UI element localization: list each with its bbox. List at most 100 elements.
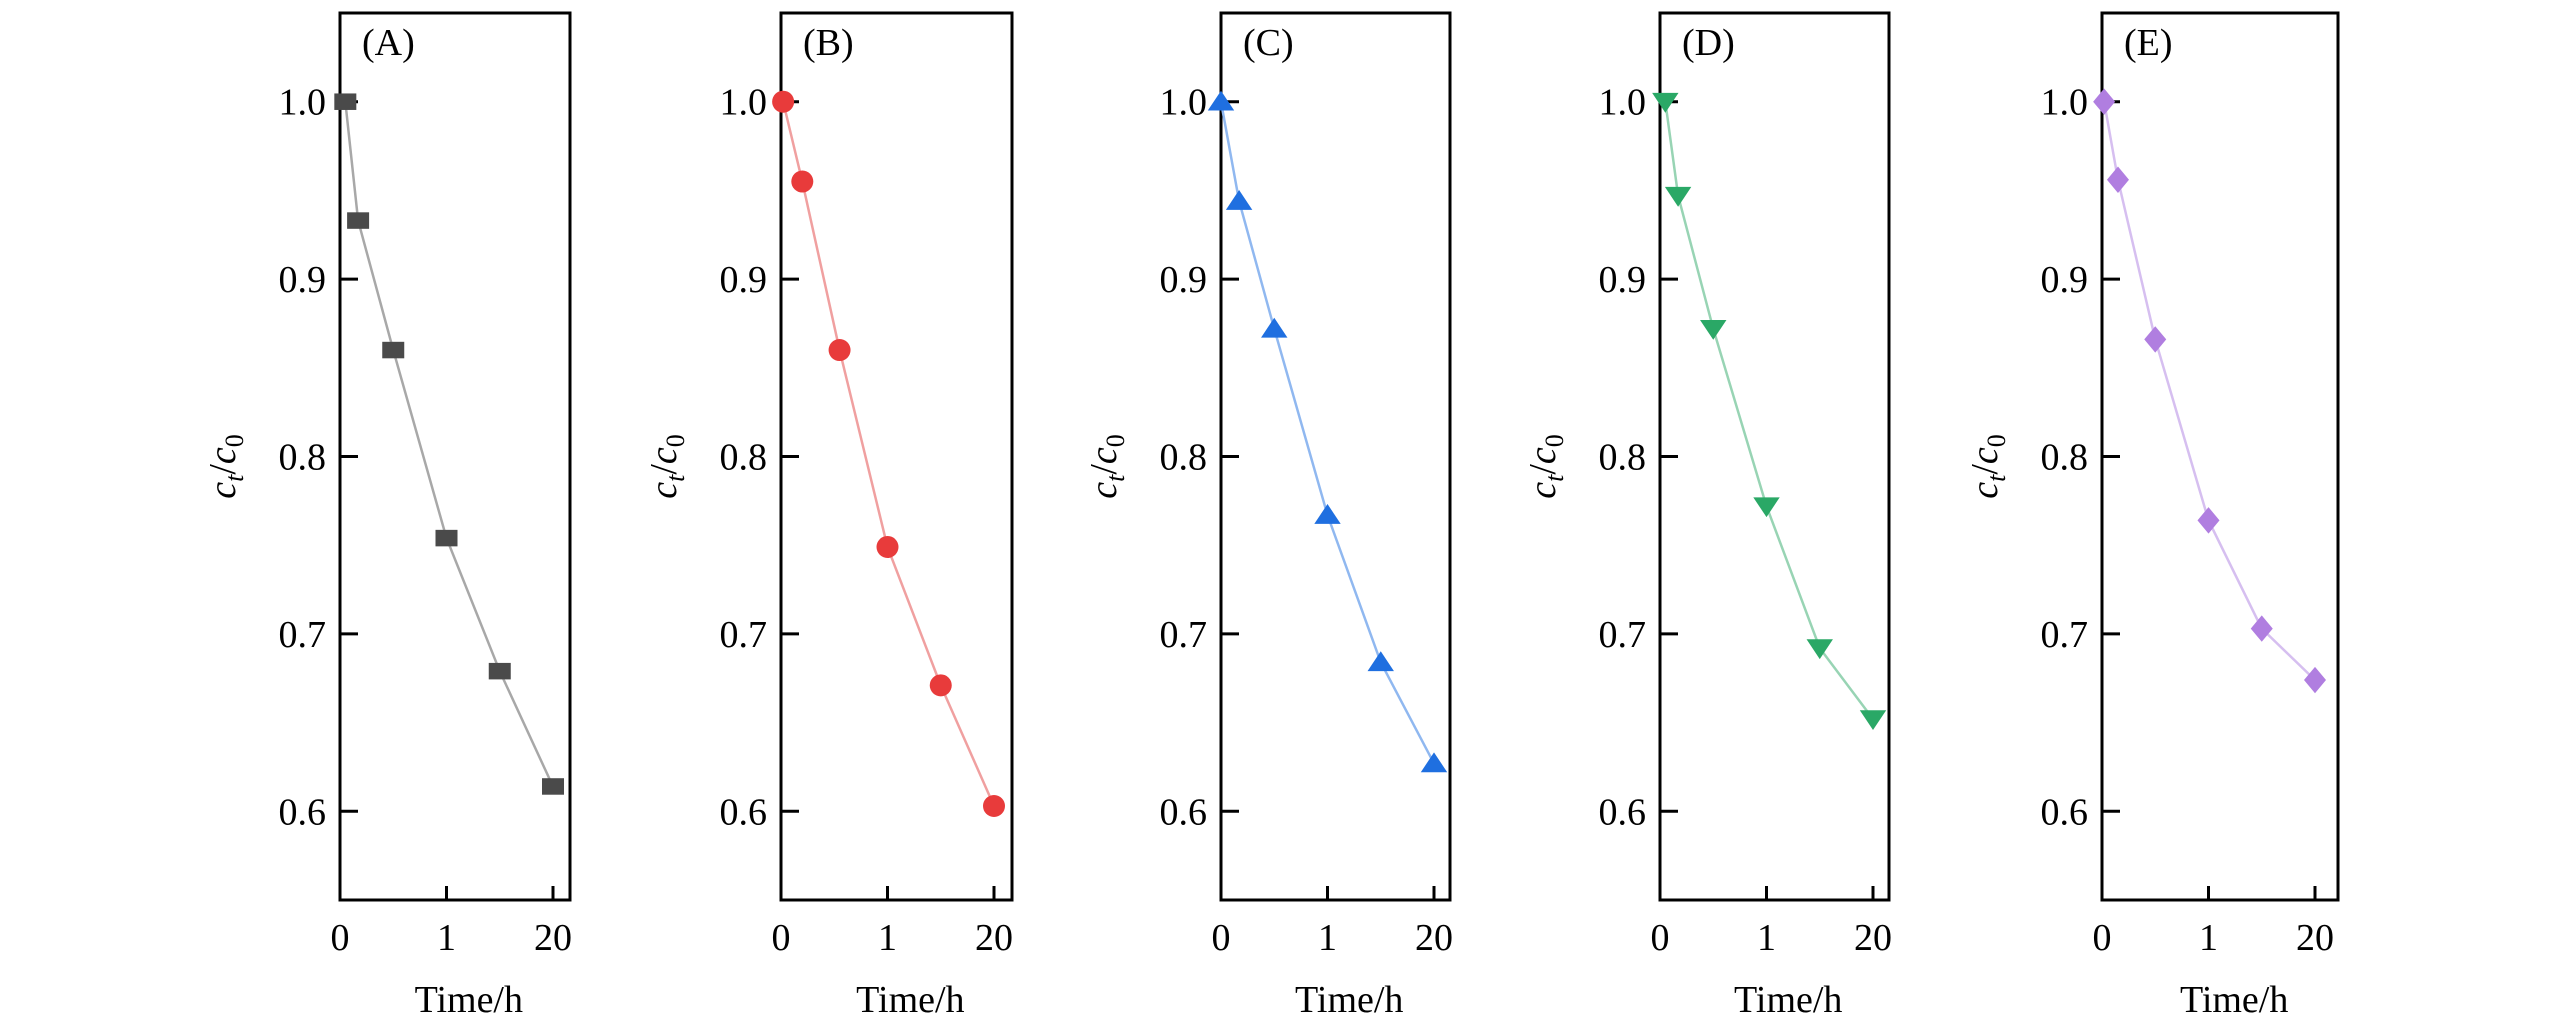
data-point-square xyxy=(542,778,564,795)
y-tick-label: 0.6 xyxy=(720,791,768,833)
y-axis-label-part: c xyxy=(1083,447,1125,464)
y-tick-label: 0.7 xyxy=(1160,614,1208,656)
y-tick-label: 0.8 xyxy=(1160,437,1208,479)
data-point-triangle-down xyxy=(1700,319,1727,340)
series-line xyxy=(781,101,996,807)
plot-frame xyxy=(1219,11,1452,902)
y-axis-label-part: / xyxy=(1522,464,1564,475)
data-point-circle xyxy=(929,674,952,697)
y-axis-label-part: / xyxy=(1964,464,2006,475)
x-axis-label: Time/h xyxy=(1295,979,1403,1021)
data-point-diamond xyxy=(2106,166,2129,193)
data-point-square xyxy=(435,529,458,547)
data-point-square xyxy=(347,212,370,229)
data-point-diamond xyxy=(2093,88,2116,115)
y-tick-label: 0.9 xyxy=(1599,259,1647,301)
x-tick-label: 1 xyxy=(878,917,897,959)
data-point-triangle xyxy=(1225,190,1253,210)
data-point-triangle-down xyxy=(1753,497,1780,518)
y-axis-label-part: c xyxy=(1964,482,2006,499)
series-line xyxy=(344,101,555,787)
y-axis-label-part: t xyxy=(1101,474,1130,482)
y-tick-label: 0.7 xyxy=(2041,614,2089,656)
y-tick-label: 0.6 xyxy=(279,791,327,833)
x-tick-label: 1 xyxy=(1757,917,1776,959)
x-tick-label: 20 xyxy=(1854,917,1892,959)
data-point-triangle-down xyxy=(1859,710,1887,731)
y-axis-label-part: c xyxy=(202,447,244,464)
y-tick-label: 1.0 xyxy=(1160,82,1208,124)
data-point-triangle-down xyxy=(1806,639,1833,660)
series-line xyxy=(1664,101,1874,720)
x-tick-label: 0 xyxy=(331,917,350,959)
y-tick-label: 0.8 xyxy=(279,437,327,479)
y-tick-label: 0.9 xyxy=(279,259,327,301)
data-point-circle xyxy=(828,339,851,362)
y-axis-label-part: c xyxy=(1964,447,2006,464)
data-point-diamond xyxy=(2304,666,2326,694)
y-tick-label: 0.6 xyxy=(2041,791,2089,833)
y-axis-label: ct/c0 xyxy=(1083,434,1130,499)
y-axis-label-part: c xyxy=(202,482,244,499)
y-axis-label-part: 0 xyxy=(1101,434,1130,447)
x-tick-label: 0 xyxy=(772,917,791,959)
y-tick-label: 1.0 xyxy=(720,82,768,124)
y-axis-label-part: / xyxy=(643,464,685,475)
y-axis-label-part: t xyxy=(220,474,249,482)
y-axis-label-part: 0 xyxy=(220,434,249,447)
panel-label: (C) xyxy=(1243,22,1294,64)
x-tick-label: 1 xyxy=(437,917,456,959)
data-point-diamond xyxy=(2197,507,2220,534)
x-axis-label: Time/h xyxy=(856,979,964,1021)
x-tick-label: 1 xyxy=(2199,917,2218,959)
plot-frame xyxy=(338,11,572,902)
x-tick-label: 1 xyxy=(1318,917,1337,959)
panel-label: (D) xyxy=(1682,22,1735,64)
data-point-circle xyxy=(876,535,899,558)
data-point-circle xyxy=(983,794,1005,817)
y-axis-label-part: / xyxy=(202,464,244,475)
y-tick-label: 0.7 xyxy=(279,614,327,656)
y-axis-label-part: 0 xyxy=(1982,434,2011,447)
y-tick-label: 0.6 xyxy=(1599,791,1647,833)
y-tick-label: 0.7 xyxy=(1599,614,1647,656)
data-point-triangle-down xyxy=(1652,92,1679,113)
y-axis-label-part: t xyxy=(1982,474,2011,482)
y-axis-label-part: 0 xyxy=(661,434,690,447)
y-axis-label: ct/c0 xyxy=(1964,434,2011,499)
y-tick-label: 0.7 xyxy=(720,614,768,656)
data-point-square xyxy=(334,93,357,110)
y-tick-label: 0.9 xyxy=(720,259,768,301)
x-tick-label: 20 xyxy=(975,917,1013,959)
y-axis-label-part: c xyxy=(1522,482,1564,499)
y-axis-label-part: c xyxy=(643,482,685,499)
y-axis-label-part: t xyxy=(661,474,690,482)
data-point-circle xyxy=(772,90,795,113)
plot-frame xyxy=(2100,11,2340,902)
y-tick-label: 0.9 xyxy=(1160,259,1208,301)
x-axis-label: Time/h xyxy=(2180,979,2288,1021)
data-point-triangle xyxy=(1207,90,1235,111)
y-tick-label: 1.0 xyxy=(279,82,327,124)
x-tick-label: 20 xyxy=(534,917,572,959)
y-tick-label: 0.9 xyxy=(2041,259,2089,301)
data-point-triangle-down xyxy=(1664,186,1692,207)
data-point-triangle xyxy=(1261,317,1288,338)
x-axis-label: Time/h xyxy=(1734,979,1842,1021)
data-point-triangle xyxy=(1314,504,1341,524)
y-axis-label: ct/c0 xyxy=(1522,434,1569,499)
x-tick-label: 0 xyxy=(1212,917,1231,959)
y-axis-label-part: t xyxy=(1540,474,1569,482)
y-axis-label: ct/c0 xyxy=(643,434,690,499)
y-tick-label: 0.8 xyxy=(2041,437,2089,479)
panel-label: (E) xyxy=(2124,22,2173,64)
y-axis-label-part: / xyxy=(1083,464,1125,475)
panel-label: (A) xyxy=(362,22,415,64)
plot-frame xyxy=(1658,11,1891,902)
y-axis-label-part: c xyxy=(1522,447,1564,464)
